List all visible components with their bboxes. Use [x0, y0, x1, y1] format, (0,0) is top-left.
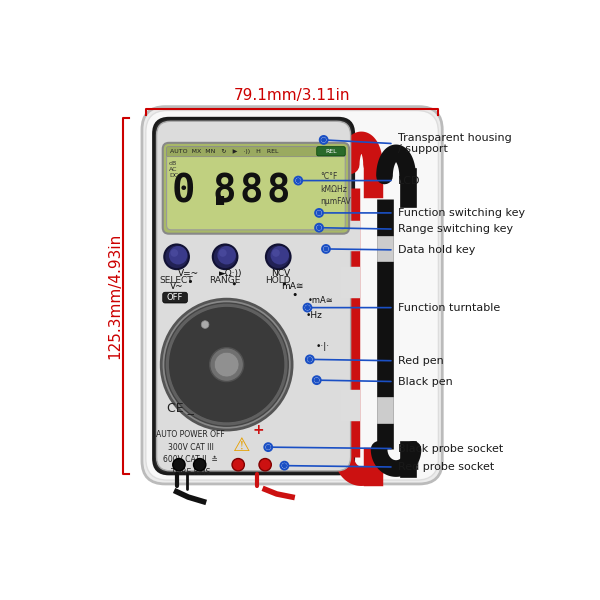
Text: CE _: CE _	[167, 401, 194, 414]
Text: Data hold key: Data hold key	[398, 245, 475, 255]
Circle shape	[317, 226, 321, 230]
Circle shape	[315, 209, 323, 217]
Circle shape	[214, 352, 239, 377]
Text: LCD: LCD	[398, 176, 420, 185]
Text: 125.3mm/4.93in: 125.3mm/4.93in	[107, 233, 122, 359]
Text: REL: REL	[326, 149, 337, 154]
Circle shape	[194, 458, 206, 471]
Circle shape	[213, 244, 238, 269]
Circle shape	[217, 246, 236, 265]
Text: 0: 0	[172, 172, 196, 211]
Circle shape	[324, 247, 328, 251]
Text: NCV: NCV	[271, 269, 290, 278]
Text: Range switching key: Range switching key	[398, 224, 513, 234]
FancyBboxPatch shape	[163, 292, 187, 303]
FancyBboxPatch shape	[167, 146, 345, 230]
Text: AUTO  MX  MN   ↻   ▶   ·))   H   REL: AUTO MX MN ↻ ▶ ·)) H REL	[170, 149, 279, 154]
FancyBboxPatch shape	[317, 146, 345, 156]
Circle shape	[281, 462, 288, 469]
Circle shape	[169, 307, 284, 422]
Circle shape	[189, 280, 192, 283]
Text: V~: V~	[170, 282, 184, 291]
Circle shape	[293, 293, 297, 296]
Circle shape	[306, 356, 314, 363]
Circle shape	[305, 305, 310, 310]
Circle shape	[170, 249, 178, 257]
Text: OFF: OFF	[167, 293, 183, 302]
Circle shape	[232, 458, 244, 471]
FancyBboxPatch shape	[163, 143, 349, 233]
Circle shape	[313, 376, 320, 384]
Circle shape	[322, 138, 326, 142]
FancyBboxPatch shape	[157, 121, 350, 471]
Text: mA≅: mA≅	[281, 282, 303, 291]
Circle shape	[210, 347, 244, 382]
Text: Black pen: Black pen	[398, 377, 452, 386]
Circle shape	[271, 246, 289, 265]
Circle shape	[233, 282, 236, 285]
Text: •mA≅: •mA≅	[308, 296, 333, 305]
Text: •Hz: •Hz	[305, 311, 322, 320]
Text: Black probe socket: Black probe socket	[398, 443, 503, 454]
Circle shape	[308, 358, 312, 361]
Circle shape	[161, 299, 292, 430]
Circle shape	[304, 304, 311, 311]
Text: Transparent housing
/ support: Transparent housing / support	[398, 133, 511, 154]
FancyBboxPatch shape	[146, 110, 439, 480]
Circle shape	[259, 458, 271, 471]
Circle shape	[283, 464, 286, 467]
Circle shape	[320, 136, 328, 144]
Text: V=~: V=~	[178, 269, 199, 278]
Circle shape	[169, 246, 187, 265]
Circle shape	[266, 244, 290, 269]
Text: 8: 8	[240, 172, 263, 211]
Text: SELECT: SELECT	[160, 276, 193, 285]
Text: Function switching key: Function switching key	[398, 208, 525, 218]
Circle shape	[315, 224, 323, 232]
FancyBboxPatch shape	[154, 118, 354, 474]
Text: HOLD: HOLD	[265, 276, 291, 285]
Circle shape	[265, 443, 272, 451]
Text: Function turntable: Function turntable	[398, 302, 500, 313]
Circle shape	[295, 177, 302, 184]
Text: Red probe socket: Red probe socket	[398, 462, 494, 472]
Circle shape	[272, 249, 280, 257]
Circle shape	[201, 321, 209, 328]
Text: °C°F
kMΩHz
nμmFAV: °C°F kMΩHz nμmFAV	[320, 172, 350, 206]
Text: .: .	[205, 167, 235, 215]
Text: RANGE: RANGE	[209, 276, 241, 285]
FancyBboxPatch shape	[142, 107, 442, 484]
Circle shape	[219, 249, 227, 257]
Text: ⚠: ⚠	[233, 436, 251, 455]
Circle shape	[317, 211, 321, 215]
Circle shape	[322, 245, 330, 253]
Circle shape	[315, 378, 319, 382]
FancyBboxPatch shape	[167, 146, 345, 157]
Text: ►Ω·)): ►Ω·))	[219, 269, 242, 278]
Text: dB
AC
DC: dB AC DC	[169, 161, 178, 178]
Circle shape	[165, 303, 288, 426]
Text: •·|·: •·|·	[315, 342, 329, 351]
Circle shape	[283, 282, 286, 285]
Circle shape	[164, 244, 189, 269]
Text: 8: 8	[266, 172, 290, 211]
Circle shape	[296, 179, 300, 182]
Circle shape	[178, 293, 181, 296]
Circle shape	[266, 445, 270, 449]
Text: 79.1mm/3.11in: 79.1mm/3.11in	[234, 88, 350, 103]
Text: Red pen: Red pen	[398, 356, 443, 366]
Circle shape	[173, 458, 185, 471]
Text: 8: 8	[213, 172, 236, 211]
Text: +: +	[253, 423, 264, 437]
Text: AUTO POWER OFF
300V CAT III
600V CAT II  ≛
TURE RMS: AUTO POWER OFF 300V CAT III 600V CAT II …	[156, 430, 225, 476]
